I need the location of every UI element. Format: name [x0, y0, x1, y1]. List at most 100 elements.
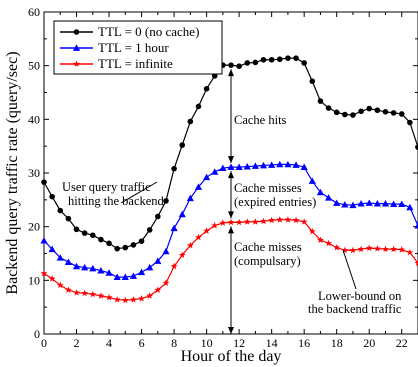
data-point	[235, 218, 243, 226]
x-tick-label: 18	[331, 336, 343, 350]
data-point	[333, 109, 340, 116]
data-point	[300, 218, 308, 225]
data-point	[398, 246, 406, 253]
data-point	[105, 293, 113, 301]
y-tick-label: 0	[34, 327, 40, 341]
data-point	[366, 105, 373, 112]
data-point	[178, 210, 186, 218]
legend-label-ttlinf: TTL = infinite	[98, 56, 173, 71]
annotation-arrows	[228, 69, 234, 334]
annotation-user-query-line1: User query traffic	[62, 180, 151, 194]
data-point	[56, 281, 64, 289]
x-tick-label: 8	[171, 336, 177, 350]
data-point	[49, 193, 55, 200]
annotation-cache-hits: Cache hits	[234, 113, 287, 127]
data-point	[73, 289, 80, 296]
data-point	[195, 233, 202, 241]
data-point	[300, 163, 308, 170]
data-point	[341, 246, 349, 254]
data-point	[97, 267, 105, 274]
data-point	[406, 203, 414, 211]
pointer-user-query	[120, 181, 158, 204]
x-tick-label: 10	[201, 336, 213, 350]
series-2	[40, 216, 418, 304]
data-point	[406, 248, 414, 256]
data-point	[40, 269, 48, 277]
data-point	[350, 112, 356, 118]
data-point	[81, 263, 89, 271]
legend-label-ttl0: TTL = 0 (no cache)	[98, 24, 199, 39]
data-point	[186, 241, 194, 249]
arrow-head	[228, 211, 234, 219]
annotation-cache-misses-compulsory-line2: (compulsary)	[234, 254, 301, 268]
data-point	[138, 238, 145, 244]
x-tick-label: 2	[74, 336, 80, 350]
data-point	[154, 257, 162, 264]
data-point	[342, 111, 348, 118]
y-tick-label: 40	[28, 112, 40, 126]
data-point	[203, 85, 210, 92]
data-point	[56, 254, 64, 261]
data-point	[284, 216, 292, 223]
data-point	[390, 200, 398, 208]
data-point	[260, 56, 267, 63]
data-point	[373, 199, 381, 207]
data-point	[211, 221, 219, 229]
data-point	[251, 218, 259, 225]
data-point	[227, 218, 235, 226]
data-point	[81, 230, 88, 236]
series-layer	[40, 55, 418, 304]
data-point	[349, 246, 357, 254]
data-point	[195, 103, 202, 110]
data-point	[57, 207, 64, 214]
data-point	[72, 262, 81, 270]
data-point	[163, 198, 169, 204]
data-point	[325, 105, 332, 111]
x-tick-label: 12	[233, 336, 245, 350]
data-point	[382, 109, 389, 115]
data-point	[407, 119, 413, 126]
data-point	[98, 236, 104, 243]
data-point	[414, 259, 418, 267]
data-point	[358, 108, 364, 115]
data-point	[171, 165, 177, 172]
data-point	[65, 215, 72, 222]
legend: TTL = 0 (no cache) TTL = 1 hour TTL = in…	[53, 20, 223, 75]
arrow-head	[228, 171, 234, 179]
x-tick-label: 22	[396, 336, 408, 350]
data-point	[292, 216, 300, 224]
data-point	[381, 199, 390, 207]
data-point	[243, 218, 251, 225]
data-point	[333, 244, 341, 251]
data-point	[317, 98, 324, 104]
data-point	[105, 269, 113, 276]
data-point	[260, 217, 267, 225]
data-point	[357, 199, 365, 207]
data-point	[268, 56, 275, 63]
legend-markers	[72, 29, 81, 67]
annotation-cache-misses-compulsory-line1: Cache misses	[234, 240, 302, 254]
data-point	[324, 194, 333, 201]
y-tick-label: 30	[28, 166, 40, 180]
data-point	[130, 242, 137, 248]
data-point	[276, 216, 284, 223]
data-point	[81, 289, 89, 297]
data-point	[341, 201, 349, 208]
data-point	[97, 292, 105, 299]
data-point	[179, 142, 186, 148]
data-point	[48, 245, 56, 253]
data-point	[228, 62, 234, 68]
data-point	[64, 286, 72, 293]
data-point	[333, 199, 341, 206]
x-tick-label: 16	[298, 336, 310, 350]
legend-marker	[73, 29, 80, 35]
annotation-cache-misses-expired-line1: Cache misses	[234, 181, 302, 195]
y-axis-title: Backend query traffic rate (query/sec)	[4, 51, 21, 294]
data-point	[390, 110, 397, 116]
data-point	[146, 227, 153, 233]
data-point	[325, 239, 332, 247]
arrow-head	[228, 156, 234, 164]
data-point	[73, 226, 80, 233]
data-point	[64, 258, 72, 265]
